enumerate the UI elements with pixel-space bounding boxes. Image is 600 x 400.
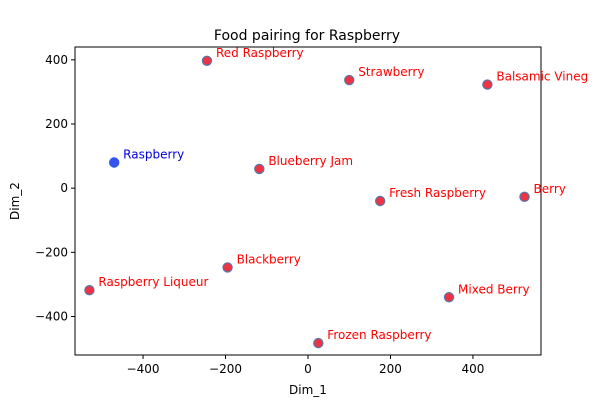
query-point [108,157,120,168]
pairing-point [443,292,455,303]
data-points [84,55,530,349]
pairing-point-label: Blueberry Jam [268,154,353,168]
pairing-point [313,337,324,349]
x-tick-label: 400 [462,362,485,376]
pairing-point-label: Fresh Raspberry [389,186,486,200]
pairing-point-label: Mixed Berry [458,282,530,296]
y-axis-title: Dim_2 [8,182,22,220]
pairing-point-label: Red Raspberry [216,46,304,60]
pairing-point-label: Strawberry [358,65,424,79]
x-tick-label: −400 [127,362,160,376]
pairing-point [482,79,493,90]
pairing-point [374,195,386,207]
pairing-point-label: Raspberry Liqueur [98,275,208,289]
y-tick-label: 0 [60,181,68,195]
plot-area-frame [74,46,542,356]
pairing-point [84,284,95,296]
pairing-point-label: Balsamic Vineg [496,70,588,84]
pairing-point-label: Berry [534,182,566,196]
pairing-point-label: Frozen Raspberry [327,328,431,342]
pairing-point [254,163,265,175]
pairing-point-label: Blackberry [237,252,301,266]
y-tick-label: 400 [45,53,68,67]
pairing-point [344,74,355,86]
query-point-label: Raspberry [123,148,184,162]
pairing-point [222,262,233,273]
x-axis: −400 −200 0 200 400 [127,355,485,376]
x-tick-label: 200 [379,362,402,376]
chart-title: Food pairing for Raspberry [214,28,400,44]
x-axis-title: Dim_1 [289,383,327,397]
pairing-point [519,191,530,203]
y-tick-label: −200 [35,245,68,259]
x-tick-label: −200 [209,362,242,376]
pairing-point [201,55,213,66]
y-tick-label: −400 [35,310,68,324]
y-axis: −400 −200 0 200 400 [35,53,75,324]
y-tick-label: 200 [45,117,68,131]
point-labels: Raspberry Red Raspberry Strawberry Balsamic… [98,46,588,342]
x-tick-label: 0 [304,362,312,376]
